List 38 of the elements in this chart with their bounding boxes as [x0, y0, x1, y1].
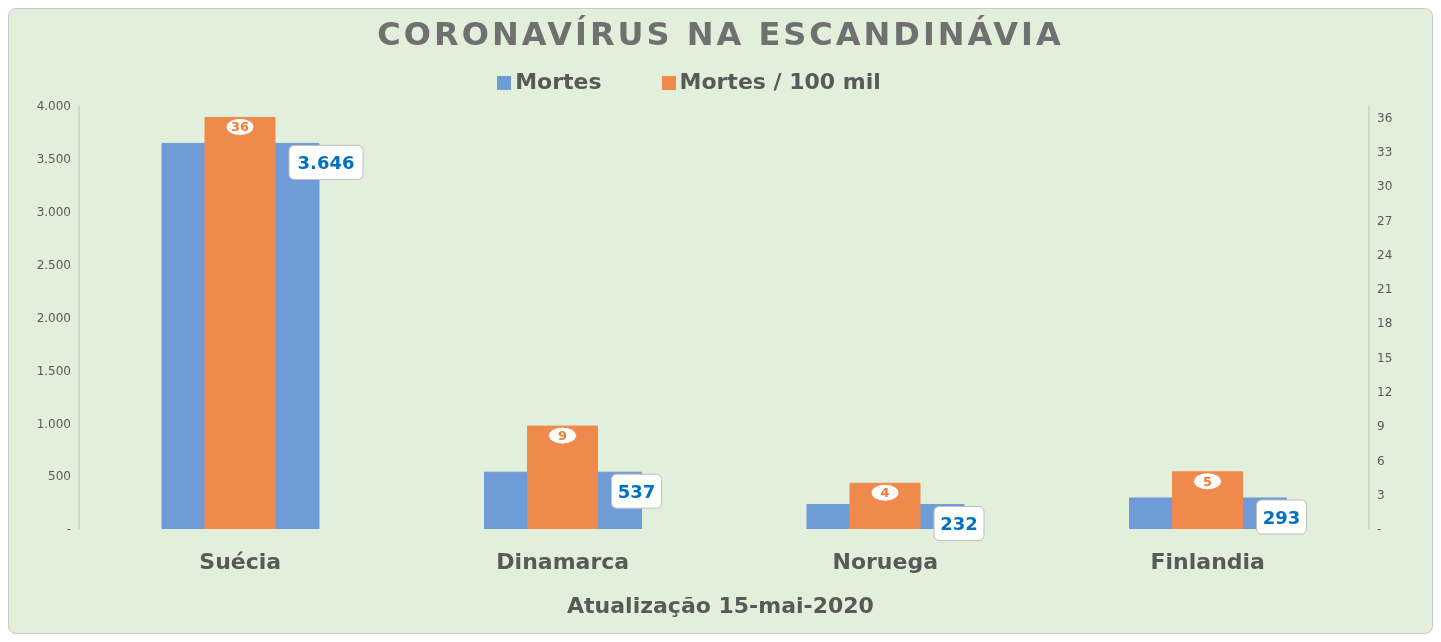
x-tick-label: Dinamarca: [496, 548, 630, 574]
data-label: 9: [557, 428, 568, 444]
y2-tick-label: 3: [1377, 487, 1385, 502]
chart-title: CORONAVÍRUS NA ESCANDINÁVIA: [376, 14, 1065, 55]
y-tick-label: 1.500: [36, 363, 71, 378]
data-label: 4: [880, 485, 890, 501]
x-tick-label: Finlandia: [1150, 548, 1265, 574]
y2-tick-label: 9: [1377, 419, 1385, 434]
y-tick-label: 2.000: [36, 310, 71, 325]
x-axis-title: Atualização 15-mai-2020: [566, 593, 875, 618]
y2-tick-label: 27: [1377, 213, 1393, 228]
data-label: 3.646: [297, 152, 355, 174]
y2-tick-label: -: [1377, 522, 1382, 537]
y-tick-label: 4.000: [36, 99, 71, 114]
y2-tick-label: 12: [1377, 385, 1393, 400]
legend-label: Mortes / 100 mil: [679, 69, 881, 94]
data-label: 36: [230, 119, 250, 135]
data-label: 537: [617, 481, 656, 503]
y-tick-label: 1.000: [36, 416, 71, 431]
data-label: 5: [1202, 473, 1213, 489]
data-label: 232: [940, 513, 978, 535]
y-tick-label: 2.500: [36, 257, 71, 272]
y2-tick-label: 15: [1377, 350, 1393, 365]
y2-tick-label: 18: [1377, 316, 1393, 331]
data-label: 293: [1262, 507, 1301, 529]
y2-tick-label: 36: [1377, 110, 1393, 125]
x-tick-label: Noruega: [832, 548, 939, 574]
y2-tick-label: 30: [1377, 179, 1393, 194]
y-tick-label: 3.000: [36, 205, 71, 220]
y2-tick-label: 21: [1377, 282, 1393, 297]
x-tick-label: Suécia: [199, 548, 282, 574]
y2-tick-label: 6: [1377, 453, 1385, 468]
legend-label: Mortes: [515, 69, 602, 94]
y2-tick-label: 24: [1377, 247, 1393, 262]
y2-tick-label: 33: [1377, 144, 1393, 159]
y-tick-label: -: [66, 522, 71, 537]
y-tick-label: 3.500: [36, 152, 71, 167]
y-tick-label: 500: [48, 469, 71, 484]
